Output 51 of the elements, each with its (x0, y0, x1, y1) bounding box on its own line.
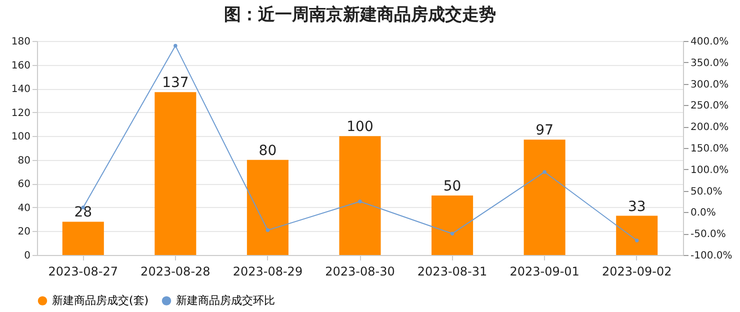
legend-label: 新建商品房成交(套) (52, 294, 149, 307)
data-label: 97 (536, 122, 554, 139)
y-tick-label: 80 (18, 155, 30, 166)
y-tick-label: 0 (24, 250, 30, 262)
point (450, 232, 454, 236)
bar (339, 136, 381, 255)
y-tick-label: 120 (11, 108, 30, 119)
y2-tick-label: 50.0% (690, 186, 722, 198)
y2-tick-label: 400.0% (690, 36, 729, 48)
point (542, 170, 546, 174)
data-label: 50 (443, 178, 462, 195)
bar (524, 140, 566, 255)
data-label: 100 (346, 119, 374, 136)
y2-tick-label: 250.0% (690, 100, 729, 112)
bar (246, 160, 288, 255)
x-tick-label: 2023-08-29 (232, 264, 303, 278)
data-label: 33 (628, 198, 646, 215)
y2-tick-label: 100.0% (690, 164, 729, 176)
y-tick-label: 180 (11, 36, 30, 48)
legend-label: 新建商品房成交环比 (176, 294, 275, 307)
bar (616, 216, 658, 255)
data-label: 80 (258, 142, 277, 159)
y2-tick-label: 0.0% (690, 208, 716, 219)
y-tick-label: 160 (11, 60, 30, 72)
y-tick-label: 100 (11, 132, 30, 143)
x-tick-label: 2023-09-02 (602, 264, 672, 278)
point (266, 228, 270, 232)
point (358, 200, 362, 204)
point (634, 238, 639, 242)
y-tick-label: 20 (18, 226, 30, 238)
y-tick-label: 60 (18, 179, 30, 190)
point (174, 44, 178, 48)
data-label: 137 (162, 75, 189, 92)
x-tick-label: 2023-08-31 (417, 264, 488, 278)
x-tick-label: 2023-08-30 (325, 264, 395, 278)
x-tick-label: 2023-08-28 (140, 264, 210, 278)
y2-tick-label: -100.0% (690, 250, 732, 262)
data-label: 28 (74, 204, 92, 221)
y-tick-label: 40 (18, 202, 30, 214)
y2-tick-label: -50.0% (690, 229, 726, 240)
y2-tick-label: 150.0% (690, 144, 729, 154)
y-tick-label: 140 (11, 84, 30, 96)
chart-title: 图：近一周南京新建商品房成交走势 (224, 5, 496, 25)
bar (432, 196, 474, 255)
x-tick-label: 2023-09-01 (510, 264, 580, 278)
bar (154, 92, 196, 255)
x-tick-label: 2023-08-27 (48, 264, 118, 278)
y2-tick-label: 300.0% (690, 79, 729, 90)
y2-tick-label: 200.0% (690, 122, 729, 134)
y2-tick-label: 350.0% (690, 58, 729, 69)
bar (62, 222, 104, 255)
